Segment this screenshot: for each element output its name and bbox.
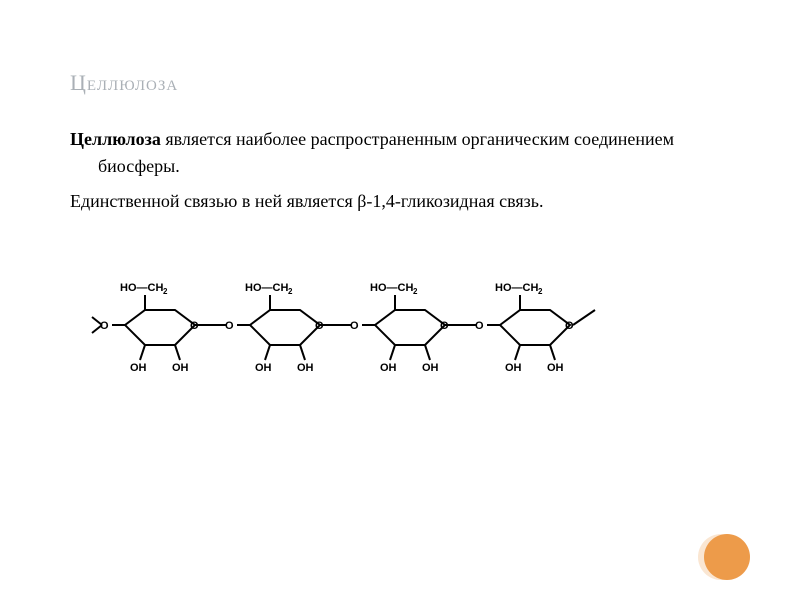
svg-text:HO—CH: HO—CH [495,282,538,294]
paragraph-1: Целлюлоза является наиболее распростране… [70,126,730,180]
svg-text:OH: OH [505,362,522,374]
paragraph-1-bold: Целлюлоза [70,129,161,149]
svg-text:2: 2 [538,287,543,296]
svg-text:OH: OH [422,362,439,374]
slide-container: Целлюлоза Целлюлоза является наиболее ра… [0,0,800,600]
paragraph-1-rest: является наиболее распространенным орган… [98,129,674,176]
slide-title: Целлюлоза [70,70,730,96]
svg-text:HO—CH: HO—CH [370,282,413,294]
glucose-unit-3: O HO—CH 2 OH OH O [320,282,449,374]
svg-text:OH: OH [172,362,189,374]
glucose-unit-1: O HO—CH 2 OH OH O [92,282,199,374]
svg-text:OH: OH [297,362,314,374]
svg-text:OH: OH [130,362,147,374]
svg-text:HO—CH: HO—CH [245,282,288,294]
paragraph-2: Единственной связью в ней является β-1,4… [70,188,730,215]
svg-text:OH: OH [255,362,272,374]
svg-text:OH: OH [380,362,397,374]
svg-text:2: 2 [288,287,293,296]
svg-text:2: 2 [413,287,418,296]
accent-circle-icon [704,534,750,580]
svg-text:2: 2 [163,287,168,296]
svg-text:HO—CH: HO—CH [120,282,163,294]
glucose-unit-4: O HO—CH 2 OH OH O [445,282,595,374]
svg-text:OH: OH [547,362,564,374]
chemical-structure-svg: .st { stroke: #000; stroke-width: 2; fil… [90,275,610,385]
glucose-unit-2: O HO—CH 2 OH OH O [195,282,324,374]
cellulose-formula: .st { stroke: #000; stroke-width: 2; fil… [90,275,610,390]
svg-text:O: O [565,320,574,332]
